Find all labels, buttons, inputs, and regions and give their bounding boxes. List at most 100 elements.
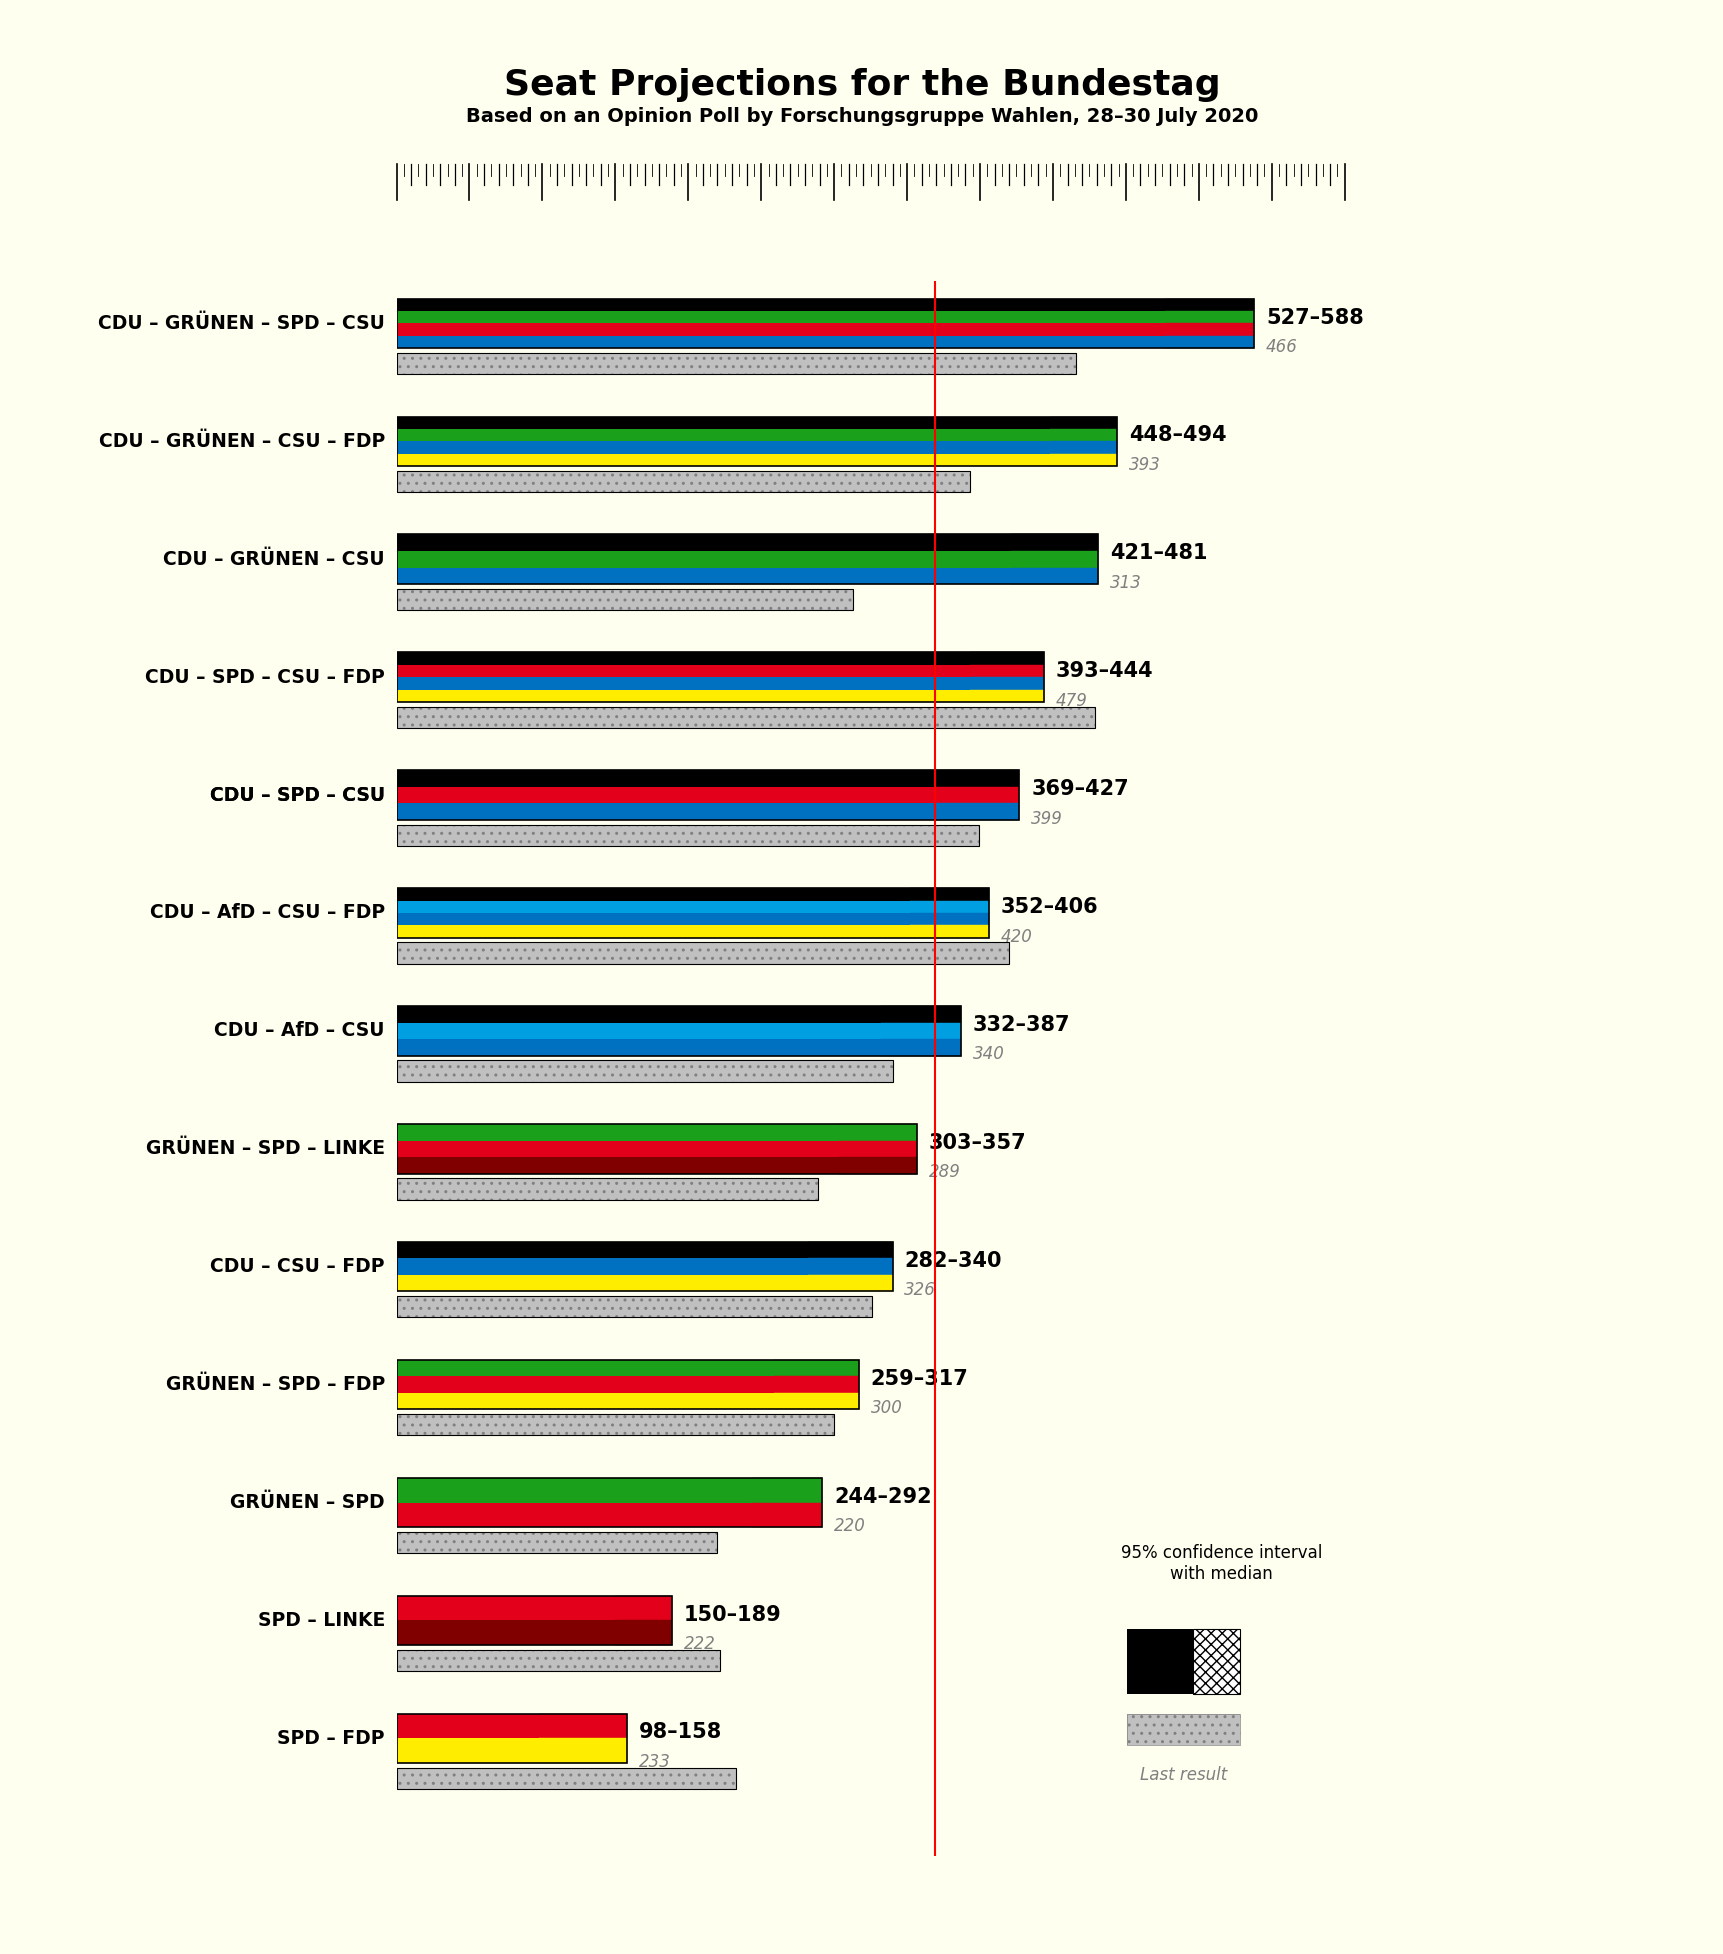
- Bar: [396, 664, 970, 678]
- Bar: [934, 770, 1018, 787]
- Bar: [396, 1006, 960, 1055]
- Bar: [396, 471, 970, 492]
- Bar: [910, 926, 989, 938]
- Text: CDU – AfD – CSU: CDU – AfD – CSU: [214, 1022, 384, 1040]
- Bar: [396, 1503, 751, 1528]
- Bar: [396, 1532, 717, 1553]
- Text: 259–317: 259–317: [870, 1368, 968, 1389]
- Text: CDU – SPD – CSU: CDU – SPD – CSU: [210, 786, 384, 805]
- Text: CDU – SPD – CSU: CDU – SPD – CSU: [210, 786, 384, 805]
- Bar: [396, 299, 1165, 311]
- Text: 393–444: 393–444: [1054, 660, 1153, 682]
- Text: 95% confidence interval
with median: 95% confidence interval with median: [1120, 1544, 1322, 1583]
- Bar: [396, 1477, 751, 1503]
- Bar: [396, 707, 1094, 727]
- Text: 98–158: 98–158: [638, 1723, 722, 1743]
- Bar: [396, 1360, 774, 1376]
- Bar: [396, 1739, 539, 1763]
- Bar: [934, 803, 1018, 821]
- Bar: [396, 653, 970, 664]
- Text: GRÜNEN – SPD – LINKE: GRÜNEN – SPD – LINKE: [146, 1139, 384, 1159]
- Bar: [615, 1620, 672, 1645]
- Bar: [396, 1296, 872, 1317]
- Text: 393: 393: [1129, 455, 1160, 475]
- Bar: [1165, 311, 1254, 324]
- Bar: [396, 1415, 834, 1436]
- Bar: [1127, 1714, 1241, 1745]
- Bar: [396, 1477, 822, 1528]
- Bar: [396, 442, 1049, 453]
- Text: CDU – GRÜNEN – SPD – CSU: CDU – GRÜNEN – SPD – CSU: [98, 315, 384, 332]
- Bar: [396, 1415, 834, 1436]
- Text: 150–189: 150–189: [684, 1604, 781, 1624]
- Bar: [970, 690, 1044, 701]
- Bar: [396, 1296, 872, 1317]
- Bar: [396, 1649, 720, 1671]
- Bar: [1165, 324, 1254, 336]
- Bar: [910, 913, 989, 926]
- Bar: [396, 588, 853, 610]
- Bar: [396, 354, 1075, 373]
- Bar: [396, 1061, 893, 1083]
- Text: 466: 466: [1265, 338, 1297, 356]
- Bar: [1165, 336, 1254, 348]
- Bar: [970, 664, 1044, 678]
- Bar: [396, 1768, 736, 1790]
- Bar: [1127, 1714, 1241, 1745]
- Text: SPD – LINKE: SPD – LINKE: [257, 1610, 384, 1630]
- Bar: [396, 1768, 736, 1790]
- Bar: [808, 1258, 893, 1274]
- Bar: [396, 416, 1117, 467]
- Bar: [396, 770, 1018, 821]
- Bar: [808, 1243, 893, 1258]
- Bar: [970, 678, 1044, 690]
- Text: 289: 289: [929, 1163, 960, 1182]
- Bar: [396, 653, 1044, 701]
- Bar: [880, 1022, 960, 1040]
- Bar: [396, 1649, 720, 1671]
- Bar: [396, 901, 910, 913]
- Bar: [1049, 442, 1117, 453]
- Text: 340: 340: [972, 1045, 1005, 1063]
- Bar: [396, 1040, 880, 1055]
- Bar: [774, 1376, 858, 1393]
- Bar: [396, 1296, 872, 1317]
- Bar: [396, 1596, 615, 1620]
- Bar: [396, 535, 1098, 584]
- Bar: [1165, 299, 1254, 311]
- Text: 326: 326: [903, 1282, 936, 1299]
- Bar: [837, 1124, 917, 1141]
- Bar: [396, 1532, 717, 1553]
- Text: 282–340: 282–340: [903, 1251, 1001, 1270]
- Bar: [396, 1061, 893, 1083]
- Bar: [396, 1178, 818, 1200]
- Text: 313: 313: [1110, 574, 1141, 592]
- Bar: [396, 1596, 672, 1645]
- Bar: [396, 1141, 837, 1157]
- Bar: [396, 926, 910, 938]
- Text: Seat Projections for the Bundestag: Seat Projections for the Bundestag: [503, 68, 1220, 102]
- Text: CDU – GRÜNEN – CSU: CDU – GRÜNEN – CSU: [164, 549, 384, 569]
- Bar: [837, 1157, 917, 1174]
- Bar: [880, 1006, 960, 1022]
- Text: 303–357: 303–357: [929, 1133, 1025, 1153]
- Bar: [837, 1141, 917, 1157]
- Bar: [396, 707, 1094, 727]
- Bar: [396, 588, 853, 610]
- Bar: [396, 942, 1008, 963]
- Bar: [396, 324, 1165, 336]
- Bar: [396, 1157, 837, 1174]
- Text: 352–406: 352–406: [999, 897, 1098, 916]
- Bar: [1010, 535, 1098, 551]
- Bar: [396, 787, 934, 803]
- Text: Last result: Last result: [1139, 1766, 1227, 1784]
- Bar: [396, 678, 970, 690]
- Bar: [396, 551, 1010, 567]
- Text: 244–292: 244–292: [834, 1487, 930, 1507]
- Bar: [396, 913, 910, 926]
- Text: 421–481: 421–481: [1110, 543, 1206, 563]
- Bar: [396, 1061, 893, 1083]
- Bar: [396, 1649, 720, 1671]
- Bar: [1049, 416, 1117, 430]
- Bar: [934, 787, 1018, 803]
